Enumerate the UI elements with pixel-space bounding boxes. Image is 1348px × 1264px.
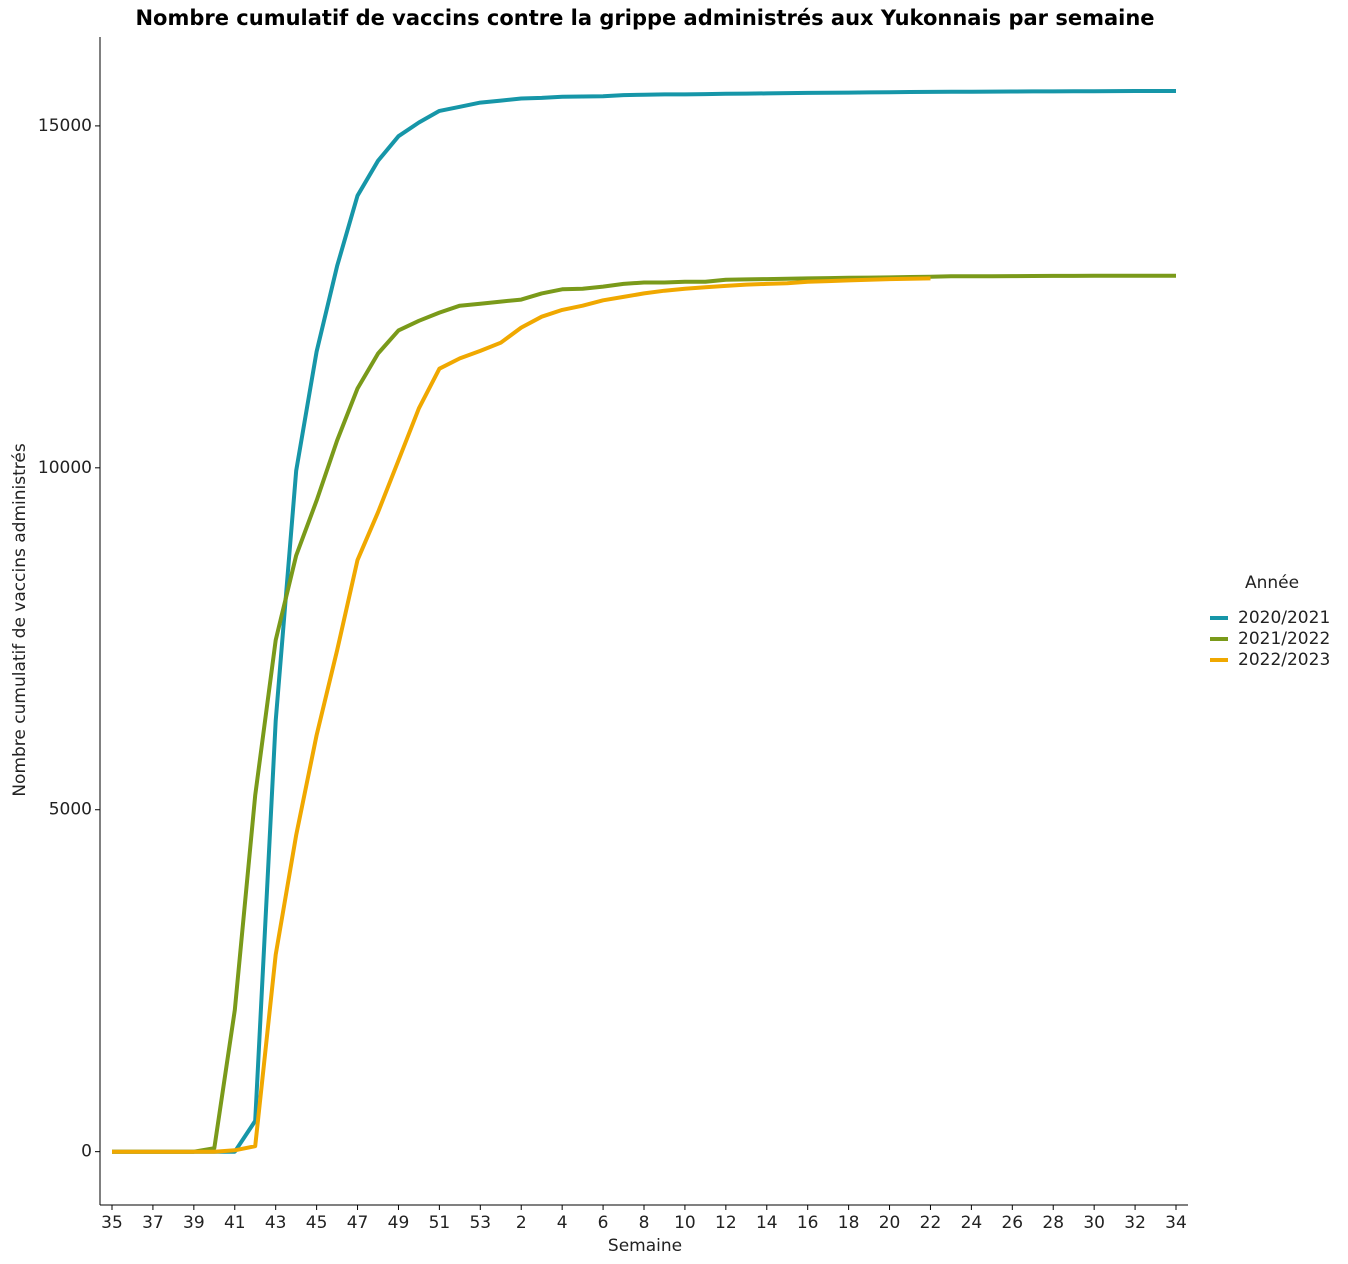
x-tick-label: 14	[756, 1213, 778, 1233]
x-axis-label: Semaine	[608, 1236, 682, 1256]
chart-title: Nombre cumulatif de vaccins contre la gr…	[135, 6, 1154, 30]
line-series	[112, 89, 1176, 1154]
x-tick-label: 28	[1042, 1213, 1064, 1233]
legend-label: 2022/2023	[1238, 650, 1330, 670]
x-tick-label: 24	[961, 1213, 983, 1233]
y-tick-label: 15000	[38, 116, 92, 136]
x-tick-label: 39	[183, 1213, 205, 1233]
y-axis-label: Nombre cumulatif de vaccins administrés	[10, 443, 30, 796]
x-tick-label: 53	[469, 1213, 491, 1233]
y-tick-label: 5000	[49, 800, 92, 820]
line-series	[112, 273, 1176, 1154]
x-tick-label: 51	[429, 1213, 451, 1233]
x-tick-label: 45	[306, 1213, 328, 1233]
x-tick-label: 32	[1124, 1213, 1146, 1233]
y-tick-label: 0	[81, 1142, 92, 1162]
x-tick-label: 35	[101, 1213, 123, 1233]
x-tick-label: 22	[920, 1213, 942, 1233]
x-tick-label: 34	[1165, 1213, 1187, 1233]
x-tick-label: 8	[639, 1213, 650, 1233]
line-series	[112, 276, 931, 1154]
x-tick-label: 30	[1083, 1213, 1105, 1233]
x-tick-label: 16	[797, 1213, 819, 1233]
x-tick-label: 6	[598, 1213, 609, 1233]
x-tick-label: 41	[224, 1213, 246, 1233]
legend-title: Année	[1245, 573, 1299, 593]
legend-label: 2020/2021	[1238, 608, 1330, 628]
y-tick-label: 10000	[38, 458, 92, 478]
x-tick-label: 43	[265, 1213, 287, 1233]
x-tick-label: 12	[715, 1213, 737, 1233]
x-tick-label: 10	[674, 1213, 696, 1233]
x-tick-label: 37	[142, 1213, 164, 1233]
x-tick-label: 4	[557, 1213, 568, 1233]
x-tick-label: 20	[879, 1213, 901, 1233]
x-tick-label: 2	[516, 1213, 527, 1233]
x-tick-label: 26	[1001, 1213, 1023, 1233]
x-tick-label: 18	[838, 1213, 860, 1233]
legend-label: 2021/2022	[1238, 629, 1330, 649]
x-tick-label: 49	[388, 1213, 410, 1233]
x-tick-label: 47	[347, 1213, 369, 1233]
